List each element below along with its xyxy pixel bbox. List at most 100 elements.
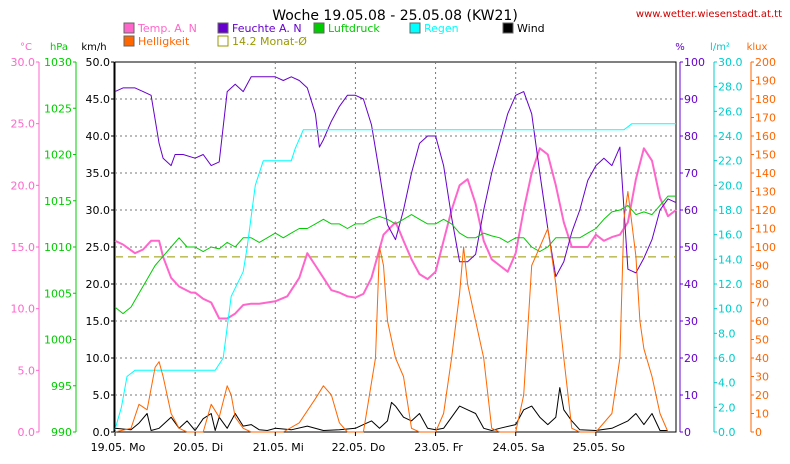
press-tick-label: 995 [51,380,72,393]
hum-tick-label: 60 [684,204,698,217]
rain-tick-label: 2.0 [718,401,736,414]
legend-swatch [409,22,421,34]
lux-tick-label: 90 [755,260,769,273]
series-temp-a-n-line [114,147,677,320]
x-tick-label: 23.05. Fr [414,441,463,454]
lux-tick-label: 200 [755,56,776,69]
legend-label: Temp. A. N [137,22,197,35]
hum-tick-label: 0 [684,426,691,439]
lux-tick-label: 120 [755,204,776,217]
rain-tick-label: 10.0 [718,303,743,316]
wind-tick-label: 20.0 [86,278,111,291]
x-tick-label: 21.05. Mi [253,441,304,454]
lux-tick-label: 190 [755,75,776,88]
rain-tick-label: 4.0 [718,377,736,390]
wind-tick-label: 30.0 [86,204,111,217]
rain-tick-label: 8.0 [718,327,736,340]
legend-swatch [123,22,135,34]
hum-tick-label: 70 [684,167,698,180]
rain-tick-label: 24.0 [718,130,743,143]
x-tick-label: 19.05. Mo [91,441,146,454]
lux-tick-label: 170 [755,112,776,125]
rain-tick-label: 12.0 [718,278,743,291]
hum-tick-label: 80 [684,130,698,143]
chart-title: Woche 19.05.08 - 25.05.08 (KW21) [272,8,518,24]
temp-tick-label: 25.0 [11,118,36,131]
lux-unit-label: klux [747,42,768,53]
lux-tick-label: 40 [755,352,769,365]
legend-swatch [217,22,229,34]
wind-tick-label: 35.0 [86,167,111,180]
press-tick-label: 1000 [44,334,72,347]
legend-label: Regen [424,22,459,35]
hum-tick-label: 50 [684,241,698,254]
series-feuchte-a-n-line [114,76,677,278]
wind-tick-label: 45.0 [86,93,111,106]
rain-tick-label: 6.0 [718,352,736,365]
lux-tick-label: 80 [755,278,769,291]
wind-tick-label: 40.0 [86,130,111,143]
press-tick-label: 1005 [44,287,72,300]
press-tick-label: 1030 [44,56,72,69]
hum-tick-label: 20 [684,352,698,365]
legend-label: 14.2 Monat-Ø [232,35,307,48]
lux-tick-label: 0 [755,426,762,439]
wind-tick-label: 50.0 [86,56,111,69]
temp-tick-label: 20.0 [11,179,36,192]
x-tick-label: 25.05. So [573,441,625,454]
wind-unit-label: km/h [81,42,106,53]
wind-tick-label: 10.0 [86,352,111,365]
rain-tick-label: 26.0 [718,105,743,118]
lux-tick-label: 100 [755,241,776,254]
rain-tick-label: 20.0 [718,179,743,192]
lux-tick-label: 60 [755,315,769,328]
press-tick-label: 1015 [44,195,72,208]
legend-swatch [313,22,325,34]
hum-tick-label: 10 [684,389,698,402]
legend-label: Feuchte A. N [232,22,302,35]
x-tick-label: 22.05. Do [332,441,386,454]
lux-tick-label: 50 [755,334,769,347]
press-unit-label: hPa [50,42,68,53]
lux-tick-label: 140 [755,167,776,180]
rain-tick-label: 18.0 [718,204,743,217]
hum-tick-label: 90 [684,93,698,106]
rain-tick-label: 0.0 [718,426,736,439]
temp-tick-label: 0.0 [18,426,36,439]
press-tick-label: 1020 [44,149,72,162]
hum-unit-label: % [675,42,685,53]
x-tick-label: 24.05. Sa [493,441,545,454]
temp-unit-label: °C [20,42,32,53]
series-luftdruck-line [114,195,676,315]
rain-tick-label: 16.0 [718,229,743,242]
rain-tick-label: 22.0 [718,155,743,168]
rain-tick-label: 28.0 [718,81,743,94]
wind-tick-label: 5.0 [93,389,111,402]
source-url: www.wetter.wiesenstadt.at.tt [636,9,782,20]
temp-tick-label: 10.0 [11,303,36,316]
lux-tick-label: 10 [755,408,769,421]
lux-tick-label: 20 [755,389,769,402]
lux-tick-label: 130 [755,186,776,199]
lux-tick-label: 30 [755,371,769,384]
lux-tick-label: 70 [755,297,769,310]
legend-swatch [123,35,135,47]
rain-tick-label: 14.0 [718,253,743,266]
series-wind-line [114,387,668,431]
wind-tick-label: 15.0 [86,315,111,328]
press-tick-label: 1010 [44,241,72,254]
legend-label: Luftdruck [328,22,380,35]
temp-tick-label: 5.0 [18,364,36,377]
temp-tick-label: 30.0 [11,56,36,69]
x-tick-label: 20.05. Di [173,441,223,454]
hum-tick-label: 40 [684,278,698,291]
legend-label: Helligkeit [138,35,190,48]
press-tick-label: 1025 [44,102,72,115]
lux-tick-label: 110 [755,223,776,236]
wind-tick-label: 25.0 [86,241,111,254]
lux-tick-label: 180 [755,93,776,106]
legend-swatch [217,35,229,47]
hum-tick-label: 30 [684,315,698,328]
